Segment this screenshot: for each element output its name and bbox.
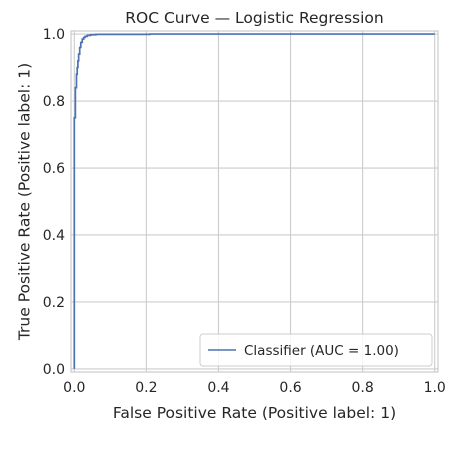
x-axis-label: False Positive Rate (Positive label: 1) xyxy=(113,404,396,422)
y-tick-label: 0.0 xyxy=(43,362,65,378)
x-tick-labels: 0.0 0.2 0.4 0.6 0.8 1.0 xyxy=(63,380,446,396)
x-tick-label: 0.8 xyxy=(351,380,373,396)
chart-title: ROC Curve — Logistic Regression xyxy=(125,9,383,27)
x-tick-label: 0.2 xyxy=(135,380,157,396)
legend: Classifier (AUC = 1.00) xyxy=(200,334,432,366)
y-tick-label: 0.2 xyxy=(43,295,65,311)
x-tick-label: 0.4 xyxy=(207,380,229,396)
y-tick-label: 1.0 xyxy=(43,27,65,43)
series-layer xyxy=(74,34,434,369)
x-tick-label: 0.6 xyxy=(279,380,301,396)
y-tick-labels: 0.0 0.2 0.4 0.6 0.8 1.0 xyxy=(43,27,65,378)
y-tick-label: 0.8 xyxy=(43,94,65,110)
legend-label-classifier: Classifier (AUC = 1.00) xyxy=(244,343,399,359)
x-tick-label: 0.0 xyxy=(63,380,85,396)
series-line-0 xyxy=(74,34,434,369)
plot-frame xyxy=(71,31,438,372)
y-tick-label: 0.6 xyxy=(43,161,65,177)
y-tick-label: 0.4 xyxy=(43,228,65,244)
grid xyxy=(71,31,438,372)
x-tick-label: 1.0 xyxy=(424,380,446,396)
y-axis-label: True Positive Rate (Positive label: 1) xyxy=(15,63,33,341)
